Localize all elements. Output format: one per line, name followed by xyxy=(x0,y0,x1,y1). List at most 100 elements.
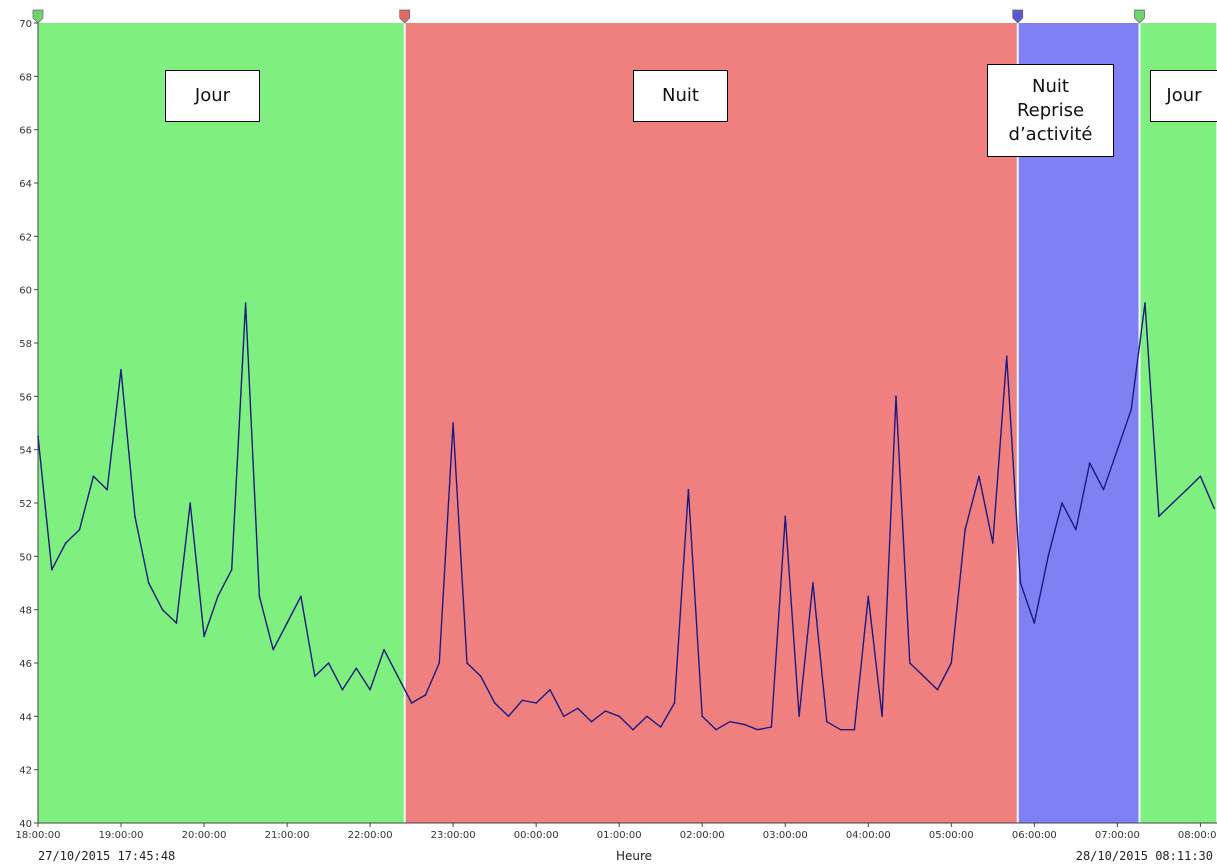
x-tick-label: 03:00:00 xyxy=(763,830,808,841)
data-point xyxy=(355,667,358,670)
period-band-1 xyxy=(404,23,1018,823)
period-marker-icon-1 xyxy=(399,9,411,24)
period-label-jour-1: Jour xyxy=(165,70,260,122)
data-point xyxy=(839,728,842,731)
data-point xyxy=(438,662,441,664)
data-point xyxy=(1033,622,1036,624)
data-point xyxy=(812,582,814,584)
x-tick-label: 23:00:00 xyxy=(431,830,476,841)
data-point xyxy=(396,675,399,678)
data-point xyxy=(715,728,717,731)
period-bands xyxy=(38,23,1217,823)
y-tick-label: 54 xyxy=(19,446,32,457)
data-point xyxy=(120,368,122,371)
data-point xyxy=(175,622,178,624)
data-point xyxy=(1005,355,1008,358)
data-point xyxy=(770,726,773,728)
data-point xyxy=(466,662,468,664)
x-tick-label: 05:00:00 xyxy=(929,830,974,841)
period-label-nuit-reprise: Nuit Reprise d’activité xyxy=(987,64,1114,157)
data-point xyxy=(895,395,897,398)
data-point xyxy=(646,715,648,718)
data-point xyxy=(51,568,53,571)
data-point xyxy=(1102,488,1105,491)
data-point xyxy=(452,422,454,424)
x-tick-label: 04:00:00 xyxy=(846,830,891,841)
data-point xyxy=(37,435,39,438)
data-point xyxy=(1199,475,1202,478)
x-tick-label: 20:00:00 xyxy=(182,830,227,841)
y-tick-label: 58 xyxy=(19,339,32,350)
data-point xyxy=(1019,582,1022,584)
data-point xyxy=(908,662,911,664)
period-markers xyxy=(32,9,1145,24)
data-point xyxy=(729,720,731,723)
data-point xyxy=(521,699,524,702)
data-point xyxy=(992,542,994,544)
y-tick-label: 42 xyxy=(19,766,32,777)
data-point xyxy=(1130,408,1133,411)
y-tick-label: 44 xyxy=(19,712,32,723)
data-point xyxy=(286,622,288,624)
data-point xyxy=(1171,502,1174,504)
data-point xyxy=(590,720,593,723)
data-point xyxy=(936,688,939,691)
data-point xyxy=(78,528,81,531)
x-tick-label: 07:00:00 xyxy=(1095,830,1140,841)
period-marker-icon-0 xyxy=(32,9,44,24)
data-point xyxy=(701,715,704,718)
data-point xyxy=(300,595,302,598)
data-point xyxy=(1213,507,1216,510)
y-tick-label: 50 xyxy=(19,552,32,563)
data-point xyxy=(134,515,136,518)
data-point xyxy=(659,726,662,728)
data-point xyxy=(867,595,870,598)
y-tick-label: 64 xyxy=(19,179,32,190)
data-point xyxy=(922,675,925,678)
x-axis-ticks: 18:00:00 19:00:00 20:00:00 21:00:00 22:00:00… xyxy=(16,823,1217,841)
data-point xyxy=(756,728,759,731)
data-point xyxy=(92,475,95,478)
y-tick-label: 70 xyxy=(19,19,32,30)
data-point xyxy=(1075,528,1077,531)
data-point xyxy=(203,635,205,638)
x-tick-label: 08:00:00 xyxy=(1178,830,1217,841)
data-point xyxy=(258,595,261,598)
x-tick-label: 21:00:00 xyxy=(265,830,310,841)
period-label-jour-2: Jour xyxy=(1150,70,1217,122)
period-band-3 xyxy=(1139,23,1217,823)
x-tick-label: 06:00:00 xyxy=(1012,830,1057,841)
data-point xyxy=(549,688,551,691)
data-point xyxy=(272,648,275,651)
y-tick-label: 52 xyxy=(19,499,32,510)
start-timestamp: 27/10/2015 17:45:48 xyxy=(38,849,175,863)
data-point xyxy=(604,710,607,712)
data-point xyxy=(535,702,537,704)
data-point xyxy=(881,715,883,718)
y-tick-label: 68 xyxy=(19,72,32,83)
y-tick-label: 48 xyxy=(19,606,32,617)
data-point xyxy=(230,568,233,571)
data-point xyxy=(1116,448,1119,451)
data-point xyxy=(1047,555,1049,558)
data-point xyxy=(978,475,980,478)
data-point xyxy=(742,723,745,726)
data-point xyxy=(825,720,828,723)
y-tick-label: 56 xyxy=(19,392,32,403)
period-label-nuit: Nuit xyxy=(633,70,728,122)
data-point xyxy=(798,715,800,718)
data-point xyxy=(106,488,108,491)
x-tick-label: 19:00:00 xyxy=(99,830,144,841)
y-axis-ticks: 40 42 44 46 48 50 52 54 56 58 60 62 64 66 68 70 xyxy=(19,19,38,830)
data-point xyxy=(161,608,164,611)
data-point xyxy=(1158,515,1160,518)
data-point xyxy=(1088,462,1091,464)
x-tick-label: 02:00:00 xyxy=(680,830,725,841)
data-point xyxy=(410,702,413,704)
end-timestamp: 28/10/2015 08:11:30 xyxy=(1076,849,1213,863)
data-point xyxy=(632,728,634,731)
data-point xyxy=(424,694,427,696)
series-line-0 xyxy=(37,302,1215,731)
y-tick-label: 66 xyxy=(19,126,32,137)
data-point xyxy=(964,528,966,531)
